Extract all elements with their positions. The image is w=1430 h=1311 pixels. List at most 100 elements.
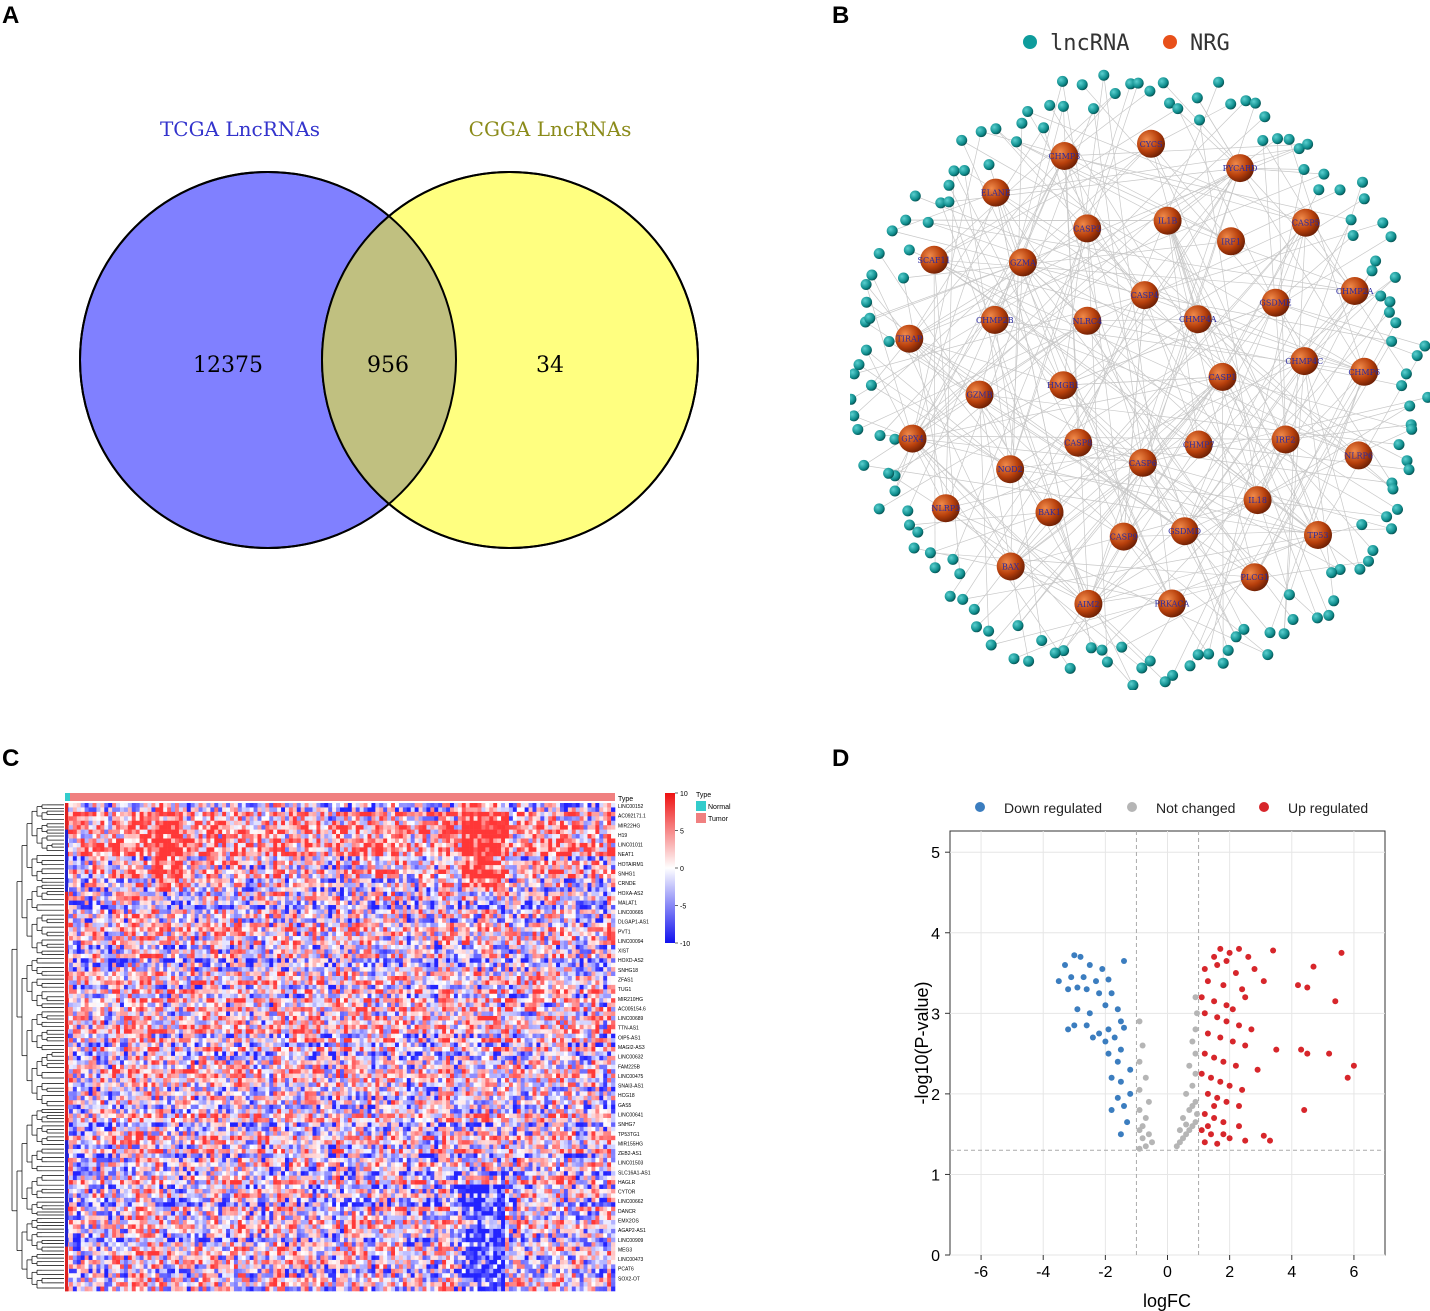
heatmap-cell: [206, 811, 211, 817]
heatmap-cell: [387, 887, 392, 893]
heatmap-cell: [72, 820, 78, 826]
heatmap-cell: [332, 851, 337, 857]
heatmap-cell: [450, 820, 455, 826]
heatmap-cell: [241, 825, 247, 830]
heatmap-cell: [528, 838, 533, 844]
heatmap-cell: [343, 882, 349, 888]
heatmap-cell: [406, 811, 412, 817]
heatmap-cell: [245, 807, 250, 813]
heatmap-cell: [473, 913, 478, 919]
heatmap-cell: [497, 829, 502, 835]
heatmap-cell: [218, 838, 223, 844]
heatmap-cell: [595, 847, 600, 853]
heatmap-cell: [328, 816, 333, 822]
heatmap-cell: [186, 887, 192, 893]
heatmap-cell: [371, 865, 376, 870]
lncrna-node: [1191, 92, 1203, 104]
lncrna-node: [983, 159, 995, 171]
heatmap-cell: [269, 860, 274, 866]
heatmap-cell: [230, 834, 235, 839]
heatmap-cell: [233, 816, 239, 822]
heatmap-cell: [155, 869, 160, 875]
heatmap-cell: [591, 860, 596, 866]
heatmap-cell: [532, 882, 537, 888]
heatmap-cell: [363, 820, 368, 826]
heatmap-cell: [575, 878, 580, 884]
heatmap-cell: [343, 860, 349, 866]
heatmap-cell: [571, 820, 577, 826]
heatmap-cell: [591, 820, 596, 826]
heatmap-cell: [489, 922, 494, 928]
heatmap-cell: [198, 816, 203, 822]
heatmap-cell: [512, 820, 518, 826]
heatmap-cell: [265, 860, 270, 866]
heatmap-cell: [120, 869, 125, 875]
heatmap-cell: [583, 896, 588, 901]
heatmap-cell: [190, 922, 195, 928]
heatmap-cell: [182, 887, 188, 893]
heatmap-cell: [127, 834, 133, 839]
heatmap-cell: [218, 803, 223, 808]
lncrna-node: [956, 134, 968, 146]
heatmap-cell: [127, 891, 133, 897]
heatmap-cell: [198, 834, 203, 839]
heatmap-cell: [465, 891, 470, 897]
heatmap-cell: [453, 829, 459, 835]
heatmap-cell: [143, 878, 148, 884]
heatmap-cell: [84, 887, 89, 893]
lncrna-node: [1098, 69, 1110, 81]
heatmap-cell: [72, 811, 78, 817]
network-edge: [934, 259, 1365, 373]
heatmap-cell: [461, 913, 467, 919]
heatmap-cell: [167, 882, 172, 888]
nrg-node-label: BAK1: [1038, 508, 1061, 517]
heatmap-cell: [245, 820, 250, 826]
heatmap-cell: [505, 811, 510, 817]
heatmap-cell: [237, 811, 243, 817]
heatmap-cell: [516, 807, 522, 813]
heatmap-cell: [88, 865, 93, 870]
heatmap-cell: [544, 905, 549, 910]
heatmap-cell: [583, 811, 588, 817]
heatmap-cell: [426, 891, 431, 897]
heatmap-cell: [159, 851, 164, 857]
network-edge: [930, 511, 1050, 554]
nrg-node-label: CASP4: [1131, 291, 1159, 300]
heatmap-cell: [599, 913, 604, 919]
heatmap-cell: [277, 865, 282, 870]
heatmap-cell: [563, 918, 569, 924]
heatmap-cell: [406, 847, 412, 853]
heatmap-cell: [178, 909, 184, 915]
heatmap-cell: [123, 816, 129, 822]
network-edge: [1142, 376, 1223, 464]
heatmap-cell: [505, 905, 510, 910]
heatmap-cell: [367, 842, 372, 848]
heatmap-cell: [194, 878, 199, 884]
heatmap-cell: [123, 865, 129, 870]
heatmap-cell: [347, 922, 353, 928]
heatmap-cell: [473, 847, 478, 853]
heatmap-cell: [567, 896, 573, 901]
lncrna-node: [1159, 676, 1171, 688]
heatmap-cell: [516, 913, 522, 919]
heatmap-cell: [544, 825, 549, 830]
heatmap-cell: [501, 891, 506, 897]
network-edge: [1167, 138, 1278, 221]
heatmap-cell: [438, 825, 443, 830]
heatmap-cell: [218, 825, 223, 830]
heatmap-cell: [442, 900, 447, 906]
heatmap-cell: [434, 856, 439, 861]
heatmap-cell: [96, 918, 101, 924]
network-edge: [909, 338, 1124, 537]
lncrna-node: [1238, 623, 1250, 635]
heatmap-cell: [363, 829, 368, 835]
heatmap-cell: [116, 825, 121, 830]
heatmap-cell: [288, 878, 294, 884]
heatmap-cell: [233, 856, 239, 861]
heatmap-cell: [182, 873, 188, 879]
heatmap-cell: [430, 820, 435, 826]
heatmap-cell: [603, 913, 608, 919]
heatmap-cell: [182, 860, 188, 866]
heatmap-cell: [489, 829, 494, 835]
heatmap-cell: [544, 887, 549, 893]
